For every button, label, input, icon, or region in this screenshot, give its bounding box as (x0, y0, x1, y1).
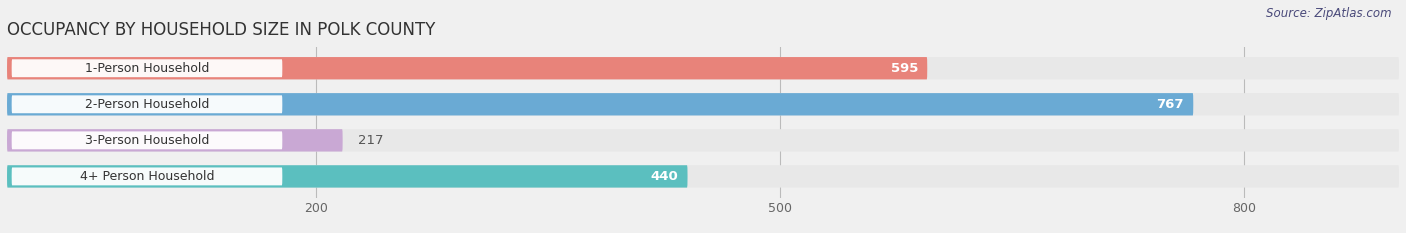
FancyBboxPatch shape (7, 93, 1194, 116)
FancyBboxPatch shape (11, 131, 283, 149)
FancyBboxPatch shape (11, 168, 283, 185)
FancyBboxPatch shape (7, 129, 1399, 151)
Text: 2-Person Household: 2-Person Household (84, 98, 209, 111)
Text: Source: ZipAtlas.com: Source: ZipAtlas.com (1267, 7, 1392, 20)
Text: 1-Person Household: 1-Person Household (84, 62, 209, 75)
Text: 767: 767 (1157, 98, 1184, 111)
FancyBboxPatch shape (7, 165, 1399, 188)
FancyBboxPatch shape (7, 165, 688, 188)
FancyBboxPatch shape (7, 57, 1399, 79)
FancyBboxPatch shape (7, 93, 1399, 116)
Text: 595: 595 (890, 62, 918, 75)
FancyBboxPatch shape (11, 59, 283, 77)
Text: OCCUPANCY BY HOUSEHOLD SIZE IN POLK COUNTY: OCCUPANCY BY HOUSEHOLD SIZE IN POLK COUN… (7, 21, 436, 39)
FancyBboxPatch shape (11, 95, 283, 113)
Text: 3-Person Household: 3-Person Household (84, 134, 209, 147)
FancyBboxPatch shape (7, 129, 343, 151)
Text: 440: 440 (651, 170, 678, 183)
FancyBboxPatch shape (7, 57, 928, 79)
Text: 4+ Person Household: 4+ Person Household (80, 170, 214, 183)
Text: 217: 217 (359, 134, 384, 147)
